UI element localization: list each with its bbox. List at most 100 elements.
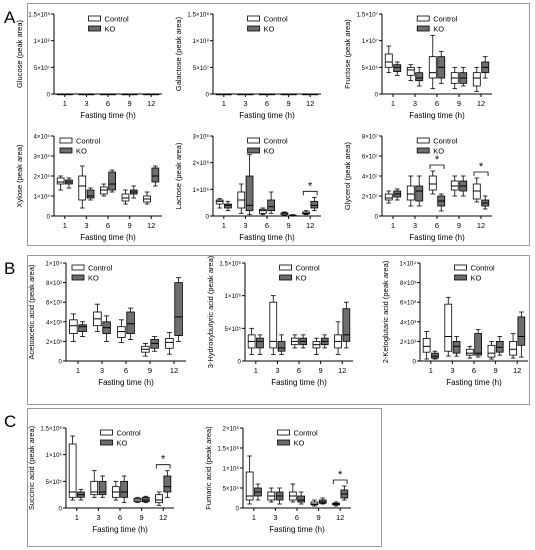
y-tick-label: 1×10⁴ — [45, 261, 62, 268]
legend-swatch-ko — [247, 25, 260, 32]
x-tick-label: 9 — [140, 513, 144, 522]
legend-label-control: Control — [105, 15, 130, 24]
x-tick-label: 1 — [254, 366, 258, 375]
box-control-1 — [215, 198, 224, 209]
box-control-1 — [56, 93, 65, 96]
significance-star: * — [479, 161, 484, 173]
box-control-9 — [133, 496, 142, 504]
box-ko-9 — [141, 495, 150, 504]
y-tick-label: 1.5×10⁷ — [357, 12, 378, 19]
box-control-12 — [155, 491, 163, 506]
y-tick-label: 8×10⁷ — [362, 134, 378, 141]
chart-10: 0 5×10⁵ 1×10⁶ 1.5×10⁶ 1 3 6 9 12 Fasting time (h)… — [27, 425, 174, 534]
y-tick-label: 6×10³ — [400, 300, 416, 307]
significance-bracket — [473, 171, 489, 176]
box-control-1 — [68, 435, 77, 501]
box-body — [465, 348, 474, 356]
chart-4: 0 1×10⁵ 2×10⁵ 3×10⁵ 4×10⁵ 1 3 6 9 12 Fasting time … — [15, 134, 162, 242]
y-tick-label: 2×10³ — [46, 339, 62, 346]
box-body — [126, 311, 135, 334]
box-ko-1 — [431, 350, 439, 360]
legend-label-ko: KO — [88, 274, 99, 283]
box-control-3 — [267, 487, 276, 503]
box-control-1 — [69, 313, 78, 342]
x-axis-label: Fasting time (h) — [271, 378, 327, 387]
box-control-12 — [334, 321, 342, 355]
legend-label-control: Control — [294, 429, 319, 438]
box-ko-1 — [77, 488, 85, 501]
y-tick-label: 1×10⁸ — [192, 38, 209, 45]
significance-bracket — [429, 164, 445, 169]
y-tick-label: 1×10⁷ — [362, 38, 378, 45]
box-ko-6 — [267, 93, 276, 96]
box-body — [108, 171, 117, 191]
box-body — [422, 338, 431, 353]
significance-star: * — [161, 454, 166, 466]
legend-swatch-ko — [416, 147, 430, 154]
box-control-6 — [428, 170, 437, 195]
box-body — [215, 199, 224, 205]
chart-11: 0 5×10⁵ 1×10⁶ 1.5×10⁶ 2×10⁶ 1 3 6 9 12 Fasting tim… — [204, 426, 351, 534]
box-ko-9 — [129, 185, 138, 199]
box-ko-9 — [495, 336, 504, 356]
box-ko-6 — [299, 334, 308, 349]
box-ko-6 — [474, 329, 483, 358]
y-tick-label: 1×10⁸ — [33, 38, 50, 45]
x-tick-label: 1 — [429, 366, 433, 375]
legend-swatch-ko — [71, 274, 85, 281]
box-control-12 — [302, 210, 310, 216]
y-tick-label: 5×10⁵ — [222, 486, 239, 493]
x-tick-label: 12 — [338, 366, 346, 375]
x-tick-label: 1 — [222, 99, 226, 108]
x-tick-label: 1 — [63, 99, 67, 108]
box-body — [267, 199, 276, 212]
x-tick-label: 6 — [106, 99, 110, 108]
box-body — [444, 303, 453, 352]
y-tick-label: 1×10⁶ — [46, 452, 63, 459]
x-tick-label: 6 — [265, 221, 269, 230]
legend-label-control: Control — [433, 15, 458, 24]
x-axis-label: Fasting time (h) — [269, 525, 325, 534]
box-control-6 — [111, 480, 120, 501]
x-axis-label: Fasting time (h) — [80, 111, 136, 120]
box-control-3 — [93, 303, 102, 333]
y-tick-label: 1.5×10⁶ — [217, 446, 239, 453]
legend-label-ko: KO — [296, 274, 307, 283]
box-ko-6 — [108, 93, 117, 96]
box-control-6 — [99, 183, 108, 197]
box-control-3 — [269, 295, 278, 355]
y-tick-label: 1×10⁶ — [193, 187, 210, 194]
box-body — [258, 208, 267, 214]
box-body — [393, 64, 402, 72]
box-control-6 — [258, 93, 267, 96]
legend-label-ko: KO — [433, 25, 444, 34]
legend-label-ko: KO — [294, 439, 305, 448]
y-tick-label: 5×10⁷ — [34, 65, 50, 72]
box-ko-12 — [340, 485, 349, 501]
legend-label-ko: KO — [264, 147, 275, 156]
y-tick-label: 2×10⁶ — [193, 160, 210, 167]
box-control-6 — [258, 207, 267, 216]
box-control-12 — [332, 501, 340, 507]
box-control-9 — [450, 66, 459, 90]
box-body — [384, 193, 393, 201]
chart-3: 0 5×10⁶ 1×10⁷ 1.5×10⁷ 1 3 6 9 12 Fasting time (h)… — [343, 12, 492, 120]
box-ko-3 — [98, 475, 107, 498]
panel-frame-a — [27, 3, 530, 246]
legend-swatch-ko — [88, 25, 101, 32]
box-body — [165, 338, 174, 349]
x-tick-label: 3 — [273, 513, 277, 522]
box-ko-12 — [342, 301, 351, 349]
legend-label-ko: KO — [117, 439, 128, 448]
chart-5: 0 1×10⁶ 2×10⁶ 3×10⁶ 1 3 6 9 12 Fasting time (h) La… — [174, 134, 321, 242]
x-tick-label: 9 — [457, 221, 461, 230]
x-tick-label: 6 — [297, 366, 301, 375]
box-ko-9 — [129, 93, 138, 96]
box-control-1 — [247, 327, 256, 355]
box-ko-6 — [120, 475, 129, 504]
legend-label-control: Control — [76, 137, 101, 146]
y-tick-label: 1.5×10⁶ — [40, 426, 62, 433]
box-ko-1 — [78, 321, 87, 337]
y-tick-label: 3×10⁶ — [193, 134, 210, 141]
y-tick-label: 0 — [47, 214, 51, 221]
